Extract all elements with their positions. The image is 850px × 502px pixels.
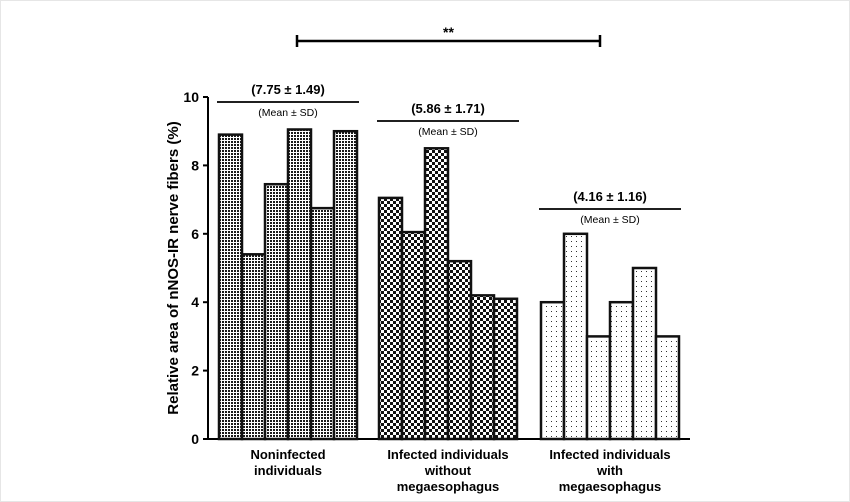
significance-label: ** bbox=[443, 24, 454, 40]
bar-group1-5 bbox=[309, 206, 336, 441]
bar-group2-5 bbox=[469, 294, 496, 441]
mean-sd-caption: (Mean ± SD) bbox=[418, 126, 477, 138]
bar-group1-1 bbox=[217, 133, 244, 441]
x-category-label: Infected individuals bbox=[549, 447, 670, 462]
x-category-label: megaesophagus bbox=[559, 479, 662, 494]
y-tick-label: 10 bbox=[183, 89, 199, 105]
bar-group1-2 bbox=[240, 253, 267, 441]
x-category-label: Infected individuals bbox=[387, 447, 508, 462]
bar-group3-6 bbox=[654, 335, 681, 441]
bar-group1-6 bbox=[332, 129, 359, 441]
bar-group2-1 bbox=[377, 196, 404, 441]
bar-group3-3 bbox=[585, 335, 612, 441]
x-category-label: with bbox=[596, 463, 623, 478]
mean-sd-value: (4.16 ± 1.16) bbox=[573, 189, 647, 204]
bar-group3-1 bbox=[539, 300, 566, 441]
y-tick-label: 2 bbox=[191, 363, 199, 379]
y-tick-label: 0 bbox=[191, 431, 199, 447]
bar-group2-3 bbox=[423, 147, 450, 441]
x-category-label: Noninfected bbox=[250, 447, 325, 462]
mean-sd-value: (7.75 ± 1.49) bbox=[251, 82, 325, 97]
mean-sd-caption: (Mean ± SD) bbox=[580, 214, 639, 226]
y-axis-title: Relative area of nNOS-IR nerve fibers (%… bbox=[165, 121, 182, 414]
y-tick-label: 4 bbox=[191, 294, 199, 310]
y-tick-label: 8 bbox=[191, 157, 199, 173]
y-tick-label: 6 bbox=[191, 226, 199, 242]
bar-group2-2 bbox=[400, 230, 427, 441]
x-category-label: individuals bbox=[254, 463, 322, 478]
bar-group3-2 bbox=[562, 232, 589, 441]
mean-sd-caption: (Mean ± SD) bbox=[258, 107, 317, 119]
bar-group1-4 bbox=[286, 128, 313, 441]
bar-group3-5 bbox=[631, 266, 658, 441]
x-category-label: without bbox=[424, 463, 472, 478]
bar-group1-3 bbox=[263, 182, 290, 441]
mean-sd-value: (5.86 ± 1.71) bbox=[411, 101, 485, 116]
x-category-label: megaesophagus bbox=[397, 479, 500, 494]
bar-group3-4 bbox=[608, 300, 635, 441]
bar-group2-4 bbox=[446, 259, 473, 441]
bar-group2-6 bbox=[492, 297, 519, 441]
